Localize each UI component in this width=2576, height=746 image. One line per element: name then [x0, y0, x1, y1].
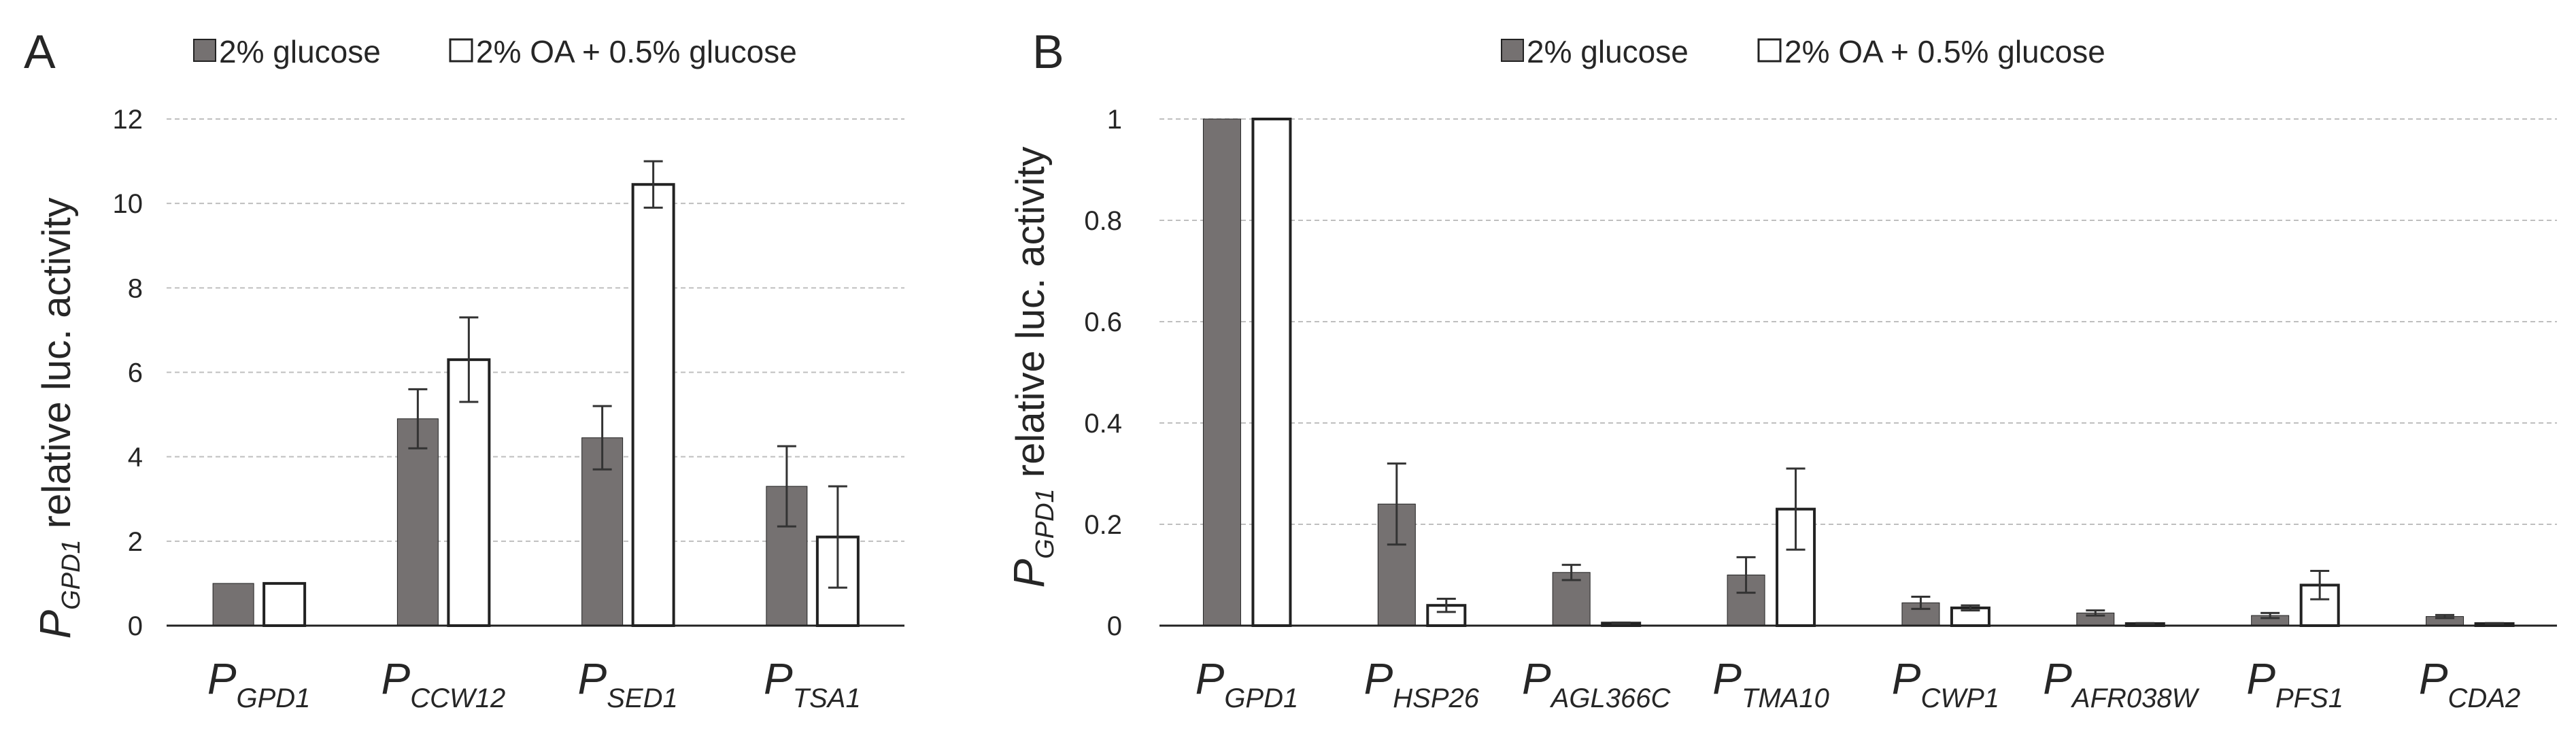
bars-b — [1202, 118, 2515, 628]
y-axis-label-a-prefix: P — [31, 610, 80, 639]
x-category-label-a-0: PGPD1 — [207, 654, 311, 713]
bar-a-glucose-0 — [212, 583, 254, 626]
x-category-label-b-5: PAFR038W — [2043, 654, 2199, 713]
y-axis-label-a-text: relative luc. activity — [35, 198, 79, 540]
y-axis-label-a: PGPD1 relative luc. activity — [31, 198, 86, 639]
x-category-prefix-b-1: P — [1364, 654, 1393, 703]
y-ticks-b: 0 0.2 0.4 0.6 0.8 1 — [1084, 105, 1122, 641]
x-category-prefix-b-3: P — [1712, 654, 1742, 703]
legend-swatch-oa — [449, 38, 473, 63]
y-tick-label-b-5: 1 — [1107, 105, 1122, 135]
panel-label-b: B — [1032, 25, 1064, 78]
legend-label-oa-b: 2% OA + 0.5% glucose — [1784, 34, 2105, 69]
y-tick-label-b-2: 0.4 — [1084, 409, 1122, 439]
error-bars-a — [408, 160, 847, 589]
chart-panel-a: A 2% glucose 2% OA + 0.5% glucose PGPD1 … — [24, 25, 904, 713]
y-axis-label-b-prefix: P — [1004, 559, 1053, 588]
y-tick-label-b-1: 0.2 — [1084, 510, 1122, 540]
x-category-sub-a-3: TSA1 — [793, 683, 861, 713]
gridlines-b — [1159, 118, 2557, 525]
x-categories-b: PGPD1 PHSP26 PAGL366C PTMA10 PCWP1 PAFR038W PP… — [1196, 654, 2521, 713]
gridlines-a — [167, 118, 904, 542]
y-tick-label-a-0: 0 — [128, 611, 143, 641]
y-tick-label-a-2: 4 — [128, 443, 143, 473]
legend-label-oa: 2% OA + 0.5% glucose — [476, 34, 797, 69]
y-axis-label-b-text: relative luc. activity — [1009, 147, 1053, 489]
legend-swatch-oa-b — [1757, 38, 1782, 63]
legend-b: 2% glucose 2% OA + 0.5% glucose — [1501, 34, 2105, 69]
x-category-label-b-7: PCDA2 — [2419, 654, 2520, 713]
y-axis-label-a-sub: GPD1 — [57, 539, 86, 609]
x-category-label-b-1: PHSP26 — [1364, 654, 1480, 713]
x-category-prefix-a-2: P — [578, 654, 607, 703]
x-category-prefix-a-3: P — [764, 654, 793, 703]
x-category-sub-b-6: PFS1 — [2275, 683, 2343, 713]
bars-a — [212, 183, 860, 628]
x-category-label-b-6: PPFS1 — [2246, 654, 2343, 713]
x-category-prefix-b-6: P — [2246, 654, 2275, 703]
y-tick-label-b-0: 0 — [1107, 611, 1122, 641]
x-category-sub-b-1: HSP26 — [1393, 683, 1479, 713]
x-category-sub-b-7: CDA2 — [2448, 683, 2521, 713]
bar-a-oa-2 — [631, 183, 675, 627]
legend-label-glucose-b: 2% glucose — [1527, 34, 1689, 69]
x-categories-a: PGPD1 PCCW12 PSED1 PTSA1 — [207, 654, 861, 713]
x-category-label-b-4: PCWP1 — [1892, 654, 1999, 713]
x-category-sub-b-5: AFR038W — [2071, 683, 2200, 713]
y-tick-label-a-3: 6 — [128, 358, 143, 388]
x-category-label-a-1: PCCW12 — [382, 654, 506, 713]
chart-panel-b: B 2% glucose 2% OA + 0.5% glucose PGPD1 … — [1004, 25, 2557, 713]
x-category-label-b-2: PAGL366C — [1522, 654, 1671, 713]
y-tick-label-a-4: 8 — [128, 273, 143, 303]
x-category-prefix-b-5: P — [2043, 654, 2072, 703]
x-category-sub-a-0: GPD1 — [237, 683, 311, 713]
x-category-label-b-0: PGPD1 — [1196, 654, 1299, 713]
y-tick-label-a-6: 12 — [113, 105, 143, 135]
panel-label-a: A — [24, 25, 56, 78]
legend-swatch-glucose — [193, 39, 216, 62]
legend-label-glucose: 2% glucose — [219, 34, 381, 69]
x-category-prefix-a-1: P — [382, 654, 411, 703]
y-tick-label-b-4: 0.8 — [1084, 206, 1122, 236]
bar-b-glucose-2 — [1552, 572, 1591, 626]
x-category-prefix-b-2: P — [1522, 654, 1551, 703]
y-ticks-a: 0 2 4 6 8 10 12 — [113, 105, 143, 641]
x-category-sub-b-3: TMA10 — [1742, 683, 1829, 713]
y-tick-label-a-5: 10 — [113, 189, 143, 219]
bar-a-oa-0 — [262, 581, 307, 628]
x-category-label-a-3: PTSA1 — [764, 654, 861, 713]
y-axis-label-b-sub: GPD1 — [1031, 488, 1060, 558]
bar-b-oa-0 — [1251, 118, 1292, 627]
bar-b-glucose-0 — [1202, 118, 1241, 626]
x-category-sub-b-0: GPD1 — [1224, 683, 1298, 713]
x-category-prefix-b-0: P — [1196, 654, 1225, 703]
legend-a: 2% glucose 2% OA + 0.5% glucose — [193, 34, 797, 69]
x-category-prefix-b-4: P — [1892, 654, 1921, 703]
x-category-label-b-3: PTMA10 — [1712, 654, 1829, 713]
x-category-sub-a-1: CCW12 — [410, 683, 505, 713]
x-category-prefix-b-7: P — [2419, 654, 2448, 703]
y-tick-label-a-1: 2 — [128, 527, 143, 557]
x-category-label-a-2: PSED1 — [578, 654, 678, 713]
x-category-prefix-a-0: P — [207, 654, 237, 703]
bar-a-glucose-1 — [396, 418, 439, 626]
x-category-sub-b-2: AGL366C — [1550, 683, 1672, 713]
x-category-sub-b-4: CWP1 — [1920, 683, 1999, 713]
legend-swatch-glucose-b — [1501, 39, 1524, 62]
y-axis-label-b: PGPD1 relative luc. activity — [1004, 147, 1060, 588]
y-tick-label-b-3: 0.6 — [1084, 307, 1122, 337]
x-category-sub-a-2: SED1 — [607, 683, 678, 713]
error-bars-b — [1387, 462, 2505, 626]
